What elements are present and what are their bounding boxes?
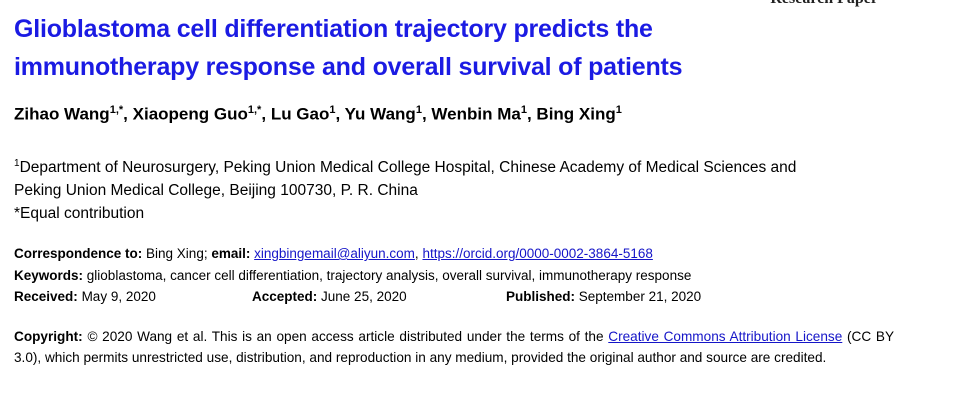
author-name: Zihao Wang (14, 104, 110, 124)
date: September 21, 2020 (578, 289, 702, 304)
journal-label: Research Paper (770, 0, 878, 8)
received: Received: May 9, 2020 (14, 286, 252, 308)
authors: Zihao Wang1,*, Xiaopeng Guo1,*, Lu Gao1,… (14, 104, 622, 125)
orcid-link[interactable]: https://orcid.org/0000-0002-3864-5168 (422, 246, 653, 261)
label: Received: (14, 289, 78, 304)
date: June 25, 2020 (321, 289, 407, 304)
author-affiliation: 1,* (109, 104, 124, 116)
correspondence: Correspondence to: Bing Xing; email: xin… (14, 243, 701, 265)
license-link[interactable]: Creative Commons Attribution License (608, 329, 843, 344)
label: Keywords: (14, 267, 84, 283)
separator: , (421, 104, 427, 124)
separator: , (526, 104, 532, 124)
title-line: immunotherapy response and overall survi… (14, 53, 683, 81)
equal-note: *Equal contribution (14, 205, 145, 223)
author-affiliation: 1 (615, 104, 622, 116)
affiliation-line: Peking Union Medical College, Beijing 10… (14, 182, 418, 200)
author-name: Lu Gao (270, 104, 330, 124)
label: Accepted: (252, 289, 318, 304)
metadata: Correspondence to: Bing Xing; email: xin… (14, 243, 701, 308)
title-line: Glioblastoma cell differentiation trajec… (14, 15, 653, 43)
affiliation-marker: 1 (14, 158, 20, 169)
email-link[interactable]: xingbingemail@aliyun.com (254, 246, 415, 261)
date: May 9, 2020 (81, 289, 156, 304)
article-title: Glioblastoma cell differentiation trajec… (14, 10, 683, 86)
separator: , (414, 246, 419, 261)
author-name: Wenbin Ma (431, 104, 521, 124)
author-affiliation: 1 (329, 104, 336, 116)
author-affiliation: 1,* (247, 104, 262, 116)
separator: , (123, 104, 128, 124)
author-name: Bing Xing (536, 104, 616, 124)
label: Correspondence to: (14, 246, 143, 261)
copyright-text: (CC BY 3.0), which permits unrestricted … (14, 329, 895, 365)
affiliation-line: 1Department of Neurosurgery, Peking Unio… (14, 152, 796, 179)
author-affiliation: 1 (415, 104, 422, 116)
copyright: Copyright: © 2020 Wang et al. This is an… (14, 326, 894, 368)
dates: Received: May 9, 2020 Accepted: June 25, … (14, 286, 701, 308)
copyright-text: © 2020 Wang et al. This is an open acces… (87, 329, 604, 344)
published: Published: September 21, 2020 (506, 286, 701, 308)
separator: , (335, 104, 341, 124)
author-name: Xiaopeng Guo (132, 104, 248, 124)
author-name: Yu Wang (344, 104, 416, 124)
affiliation-text: Department of Neurosurgery, Peking Union… (19, 159, 797, 177)
corr-name: Bing Xing; (146, 246, 208, 261)
keywords: Keywords: glioblastoma, cancer cell diff… (14, 265, 701, 287)
affiliation: 1Department of Neurosurgery, Peking Unio… (14, 152, 796, 225)
accepted: Accepted: June 25, 2020 (252, 286, 506, 308)
keywords-text: glioblastoma, cancer cell differentiatio… (86, 267, 692, 283)
label: Published: (506, 289, 576, 304)
label: Copyright: (14, 329, 83, 344)
separator: , (261, 104, 267, 124)
label: email: (211, 246, 251, 261)
author-affiliation: 1 (520, 104, 527, 116)
